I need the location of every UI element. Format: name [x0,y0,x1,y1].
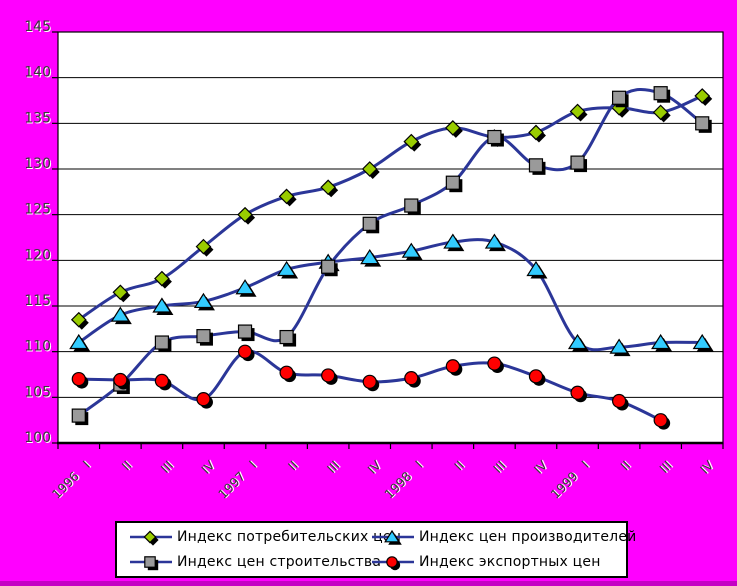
svg-text:1996 I: 1996 I [49,458,93,502]
svg-text:1998 I: 1998 I [381,458,425,502]
svg-text:105: 105 [24,384,51,400]
svg-text:IV: IV [531,457,551,477]
export-series-circle-icon [371,553,415,571]
legend-label-consumer: Индекс потребительских цен [177,529,402,545]
svg-text:III: III [324,458,342,476]
svg-text:125: 125 [25,203,52,219]
svg-text:105: 105 [25,385,52,401]
legend-row-1: Индекс потребительских цен Индекс цен пр… [129,526,636,549]
series-3-group [71,344,671,430]
svg-text:115: 115 [24,293,51,309]
svg-text:135: 135 [24,110,51,126]
svg-text:100: 100 [25,431,52,447]
svg-text:IV: IV [198,457,218,477]
svg-text:145: 145 [25,20,52,36]
legend-item-consumer-price-index: Индекс потребительских цен [129,528,401,546]
legend-item-construction-price-index: Индекс цен строительства [129,553,381,571]
svg-text:140: 140 [24,65,51,81]
svg-text:130: 130 [25,157,52,173]
series-2-line [77,88,704,418]
window-bottom-edge [0,581,737,586]
legend-label-export: Индекс экспортных цен [419,554,601,570]
svg-text:III: III [158,458,176,476]
legend-item-export-price-index: Индекс экспортных цен [371,553,601,571]
legend-item-producer-price-index: Индекс цен производителей [371,528,636,546]
construction-series-square-icon [129,553,173,571]
legend-label-construction: Индекс цен строительства [177,554,382,570]
svg-text:110: 110 [25,340,52,356]
svg-text:135: 135 [25,111,52,127]
svg-text:120: 120 [25,248,52,264]
svg-text:1999 I: 1999 I [548,458,592,502]
svg-text:125: 125 [24,202,51,218]
legend-label-producer: Индекс цен производителей [419,529,637,545]
svg-text:IV: IV [365,457,385,477]
svg-text:120: 120 [24,247,51,263]
producer-series-triangle-icon [371,528,415,546]
svg-text:110: 110 [24,339,51,355]
series-1-line [77,238,704,352]
svg-text:1997 I: 1997 I [215,458,259,502]
svg-text:140: 140 [25,66,52,82]
svg-text:145: 145 [24,19,51,35]
svg-text:115: 115 [25,294,52,310]
consumer-series-diamond-icon [129,528,173,546]
svg-text:IV: IV [697,457,717,477]
svg-text:100: 100 [24,430,51,446]
svg-text:130: 130 [24,156,51,172]
series-0-line [77,94,704,322]
series-3-markers [71,344,671,430]
legend-row-2: Индекс цен строительства Индекс экспортн… [129,551,626,574]
svg-text:III: III [490,458,508,476]
legend: Индекс потребительских цен Индекс цен пр… [115,521,636,578]
svg-text:III: III [656,458,674,476]
